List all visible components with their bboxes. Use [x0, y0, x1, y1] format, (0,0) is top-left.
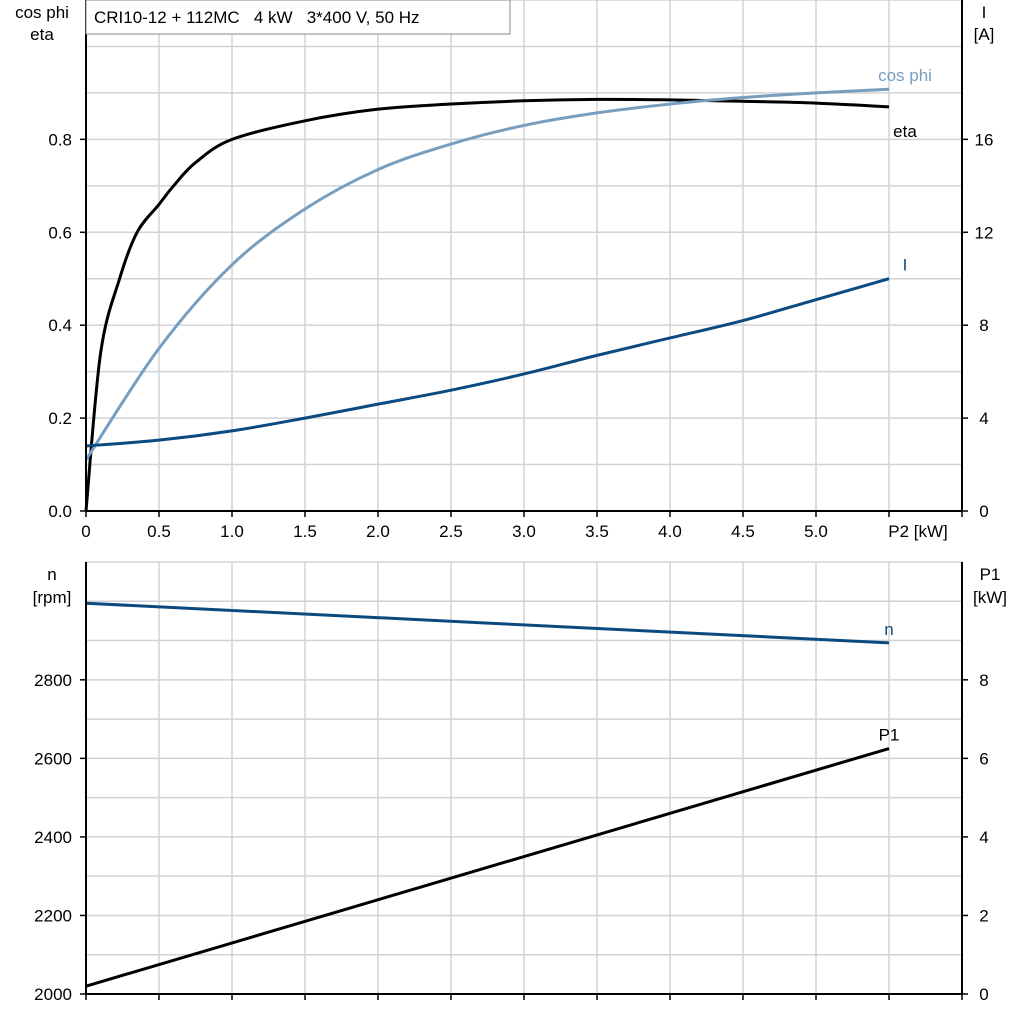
chart-title: CRI10-12 + 112MC 4 kW 3*400 V, 50 Hz: [94, 8, 420, 27]
series-eta-line: [84, 97, 890, 512]
series-I-line: [85, 277, 890, 448]
x-tick-label: 0.5: [147, 522, 171, 541]
x-tick-label: 5.0: [804, 522, 828, 541]
series-label-P1: P1: [879, 726, 900, 745]
y-right-tick-label: 0: [979, 985, 988, 1004]
y-left-tick-label: 0.4: [48, 316, 72, 335]
x-tick-label: 2.5: [439, 522, 463, 541]
x-tick-label: 3.5: [585, 522, 609, 541]
top-right-axis-label-2: [A]: [974, 25, 995, 44]
top-left-axis-label-1: cos phi: [15, 3, 69, 22]
series-label-eta: eta: [893, 122, 917, 141]
curves: [84, 87, 890, 988]
title-box: [85, 0, 511, 35]
y-left-tick-label: 2000: [34, 985, 72, 1004]
y-left-tick-label: 0.6: [48, 223, 72, 242]
y-right-tick-label: 4: [979, 828, 988, 847]
y-left-tick-label: 2200: [34, 906, 72, 925]
y-left-tick-label: 2400: [34, 828, 72, 847]
bottom-grid: [86, 561, 963, 994]
bottom-right-axis-label-1: P1: [980, 565, 1001, 584]
series-cos-phi-line: [84, 87, 890, 461]
axes: [80, 0, 968, 1000]
series-label-n: n: [884, 620, 893, 639]
bottom-right-axis-label-2: [kW]: [973, 588, 1007, 607]
y-left-tick-label: 2600: [34, 749, 72, 768]
labels: CRI10-12 + 112MC 4 kW 3*400 V, 50 Hz cos…: [15, 0, 1007, 1004]
y-left-tick-label: 0.8: [48, 130, 72, 149]
x-tick-label: 1.0: [220, 522, 244, 541]
y-right-tick-label: 12: [975, 223, 994, 242]
y-right-tick-label: 16: [975, 130, 994, 149]
x-tick-label: 4.5: [731, 522, 755, 541]
series-label-I: I: [903, 256, 908, 275]
series-n-line: [85, 601, 890, 645]
y-right-tick-label: 6: [979, 749, 988, 768]
y-right-tick-label: 8: [979, 671, 988, 690]
bottom-left-axis-label-2: [rpm]: [33, 588, 72, 607]
x-tick-label: 4.0: [658, 522, 682, 541]
y-right-tick-label: 4: [979, 409, 988, 428]
y-left-tick-label: 0.2: [48, 409, 72, 428]
x-tick-label: 0: [81, 522, 90, 541]
bottom-left-axis-label-1: n: [47, 565, 56, 584]
series-P1-line: [85, 747, 890, 988]
x-tick-label: 2.0: [366, 522, 390, 541]
y-left-tick-label: 0.0: [48, 502, 72, 521]
y-right-tick-label: 0: [979, 502, 988, 521]
series-label-cos-phi: cos phi: [878, 66, 932, 85]
x-axis-label: P2 [kW]: [888, 522, 948, 541]
y-right-tick-label: 8: [979, 316, 988, 335]
x-tick-label: 3.0: [512, 522, 536, 541]
y-right-tick-label: 2: [979, 906, 988, 925]
top-right-axis-label-1: I: [982, 3, 987, 22]
x-tick-label: 1.5: [293, 522, 317, 541]
top-left-axis-label-2: eta: [30, 25, 54, 44]
y-left-tick-label: 2800: [34, 671, 72, 690]
